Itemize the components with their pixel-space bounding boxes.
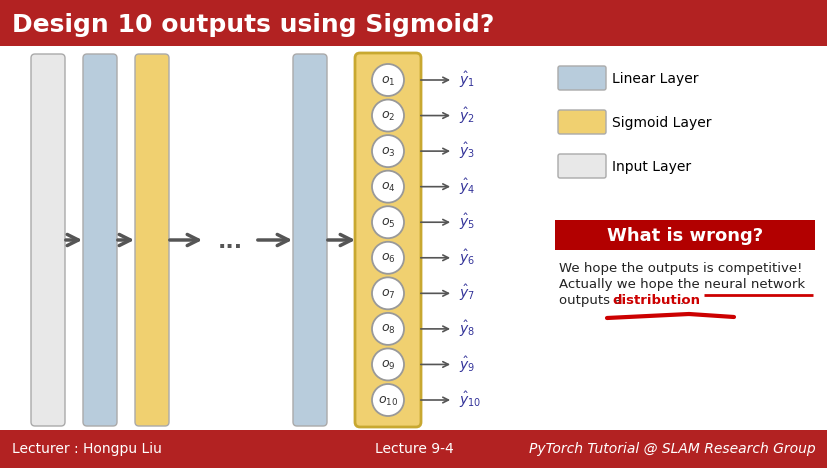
FancyBboxPatch shape bbox=[135, 54, 169, 426]
Text: $o_{1}$: $o_{1}$ bbox=[380, 74, 394, 88]
Text: $o_{5}$: $o_{5}$ bbox=[380, 217, 394, 230]
Text: Sigmoid Layer: Sigmoid Layer bbox=[611, 116, 710, 130]
Text: Lecture 9-4: Lecture 9-4 bbox=[374, 442, 453, 456]
Circle shape bbox=[371, 206, 404, 238]
Text: $o_{6}$: $o_{6}$ bbox=[380, 252, 394, 265]
Circle shape bbox=[371, 171, 404, 203]
Text: What is wrong?: What is wrong? bbox=[606, 227, 762, 245]
Text: $\hat{y}_2$: $\hat{y}_2$ bbox=[458, 105, 475, 126]
FancyBboxPatch shape bbox=[355, 53, 420, 427]
Text: Actually we hope the neural network: Actually we hope the neural network bbox=[558, 278, 804, 291]
FancyBboxPatch shape bbox=[557, 154, 605, 178]
Circle shape bbox=[371, 278, 404, 309]
FancyBboxPatch shape bbox=[293, 54, 327, 426]
FancyBboxPatch shape bbox=[31, 54, 65, 426]
Text: PyTorch Tutorial @ SLAM Research Group: PyTorch Tutorial @ SLAM Research Group bbox=[528, 442, 815, 456]
Text: $o_{3}$: $o_{3}$ bbox=[380, 146, 394, 159]
Text: $o_{9}$: $o_{9}$ bbox=[380, 359, 394, 372]
Circle shape bbox=[371, 384, 404, 416]
Circle shape bbox=[371, 242, 404, 274]
Text: Design 10 outputs using Sigmoid?: Design 10 outputs using Sigmoid? bbox=[12, 13, 494, 37]
Text: distribution: distribution bbox=[611, 294, 699, 307]
Text: $\hat{y}_8$: $\hat{y}_8$ bbox=[458, 319, 475, 339]
Text: outputs a: outputs a bbox=[558, 294, 626, 307]
Text: $\hat{y}_9$: $\hat{y}_9$ bbox=[458, 354, 475, 374]
Text: $o_{10}$: $o_{10}$ bbox=[377, 395, 398, 408]
Text: $\hat{y}_{10}$: $\hat{y}_{10}$ bbox=[458, 390, 480, 410]
Text: $o_{7}$: $o_{7}$ bbox=[380, 288, 394, 301]
Text: $\hat{y}_6$: $\hat{y}_6$ bbox=[458, 248, 475, 268]
Circle shape bbox=[371, 64, 404, 96]
FancyBboxPatch shape bbox=[83, 54, 117, 426]
FancyBboxPatch shape bbox=[557, 110, 605, 134]
Circle shape bbox=[371, 135, 404, 167]
Text: ...: ... bbox=[218, 232, 242, 252]
Text: $o_{8}$: $o_{8}$ bbox=[380, 323, 394, 336]
Text: $\hat{y}_1$: $\hat{y}_1$ bbox=[458, 70, 475, 90]
Text: $\hat{y}_4$: $\hat{y}_4$ bbox=[458, 176, 475, 197]
Text: .: . bbox=[679, 294, 683, 307]
Circle shape bbox=[371, 349, 404, 380]
Text: $o_{4}$: $o_{4}$ bbox=[380, 181, 394, 194]
Bar bbox=[0, 0, 827, 46]
Text: Input Layer: Input Layer bbox=[611, 160, 691, 174]
FancyBboxPatch shape bbox=[557, 66, 605, 90]
Text: We hope the outputs is competitive!: We hope the outputs is competitive! bbox=[558, 262, 801, 275]
Text: $\hat{y}_3$: $\hat{y}_3$ bbox=[458, 141, 475, 161]
Text: $\hat{y}_5$: $\hat{y}_5$ bbox=[458, 212, 475, 232]
Text: $o_{2}$: $o_{2}$ bbox=[380, 110, 394, 123]
Text: Lecturer : Hongpu Liu: Lecturer : Hongpu Liu bbox=[12, 442, 162, 456]
Circle shape bbox=[371, 313, 404, 345]
Circle shape bbox=[371, 100, 404, 132]
Bar bbox=[554, 220, 814, 250]
Text: Linear Layer: Linear Layer bbox=[611, 72, 698, 86]
Bar bbox=[0, 430, 827, 468]
Text: $\hat{y}_7$: $\hat{y}_7$ bbox=[458, 283, 475, 303]
